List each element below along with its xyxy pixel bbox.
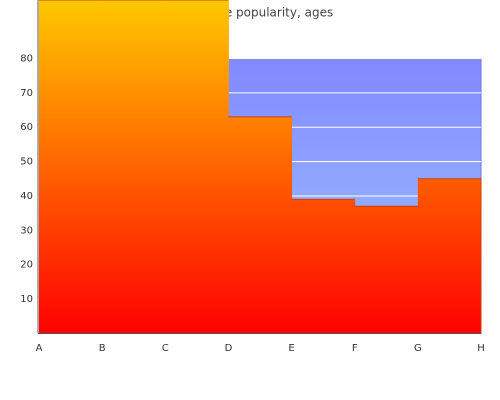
step-area xyxy=(354,206,419,334)
step-area xyxy=(228,116,293,334)
x-tick-label: F xyxy=(352,343,358,354)
step-area xyxy=(417,178,482,334)
x-tick-label: D xyxy=(225,343,233,354)
x-tick-label: C xyxy=(162,343,169,354)
y-tick-label: 50 xyxy=(20,157,33,168)
x-tick-label: E xyxy=(288,343,294,354)
y-tick-label: 20 xyxy=(20,260,33,271)
x-tick-label: A xyxy=(36,343,43,354)
y-tick-label: 60 xyxy=(20,122,33,133)
y-tick-label: 10 xyxy=(20,294,33,305)
y-tick-label: 70 xyxy=(20,88,33,99)
x-tick-label: G xyxy=(414,343,422,354)
step-area xyxy=(165,0,229,334)
step-area xyxy=(102,0,166,334)
step-area xyxy=(291,199,356,334)
y-tick-label: 30 xyxy=(20,225,33,236)
y-tick-label: 80 xyxy=(20,53,33,64)
step-area xyxy=(39,0,103,334)
x-tick-label: B xyxy=(99,343,106,354)
y-tick-label: 40 xyxy=(20,191,33,202)
x-tick-label: H xyxy=(477,343,485,354)
